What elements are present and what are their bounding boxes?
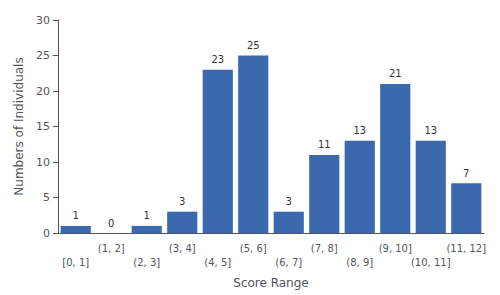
svg-text:(9, 10]: (9, 10] bbox=[379, 243, 412, 254]
svg-text:30: 30 bbox=[36, 14, 50, 27]
svg-text:15: 15 bbox=[36, 120, 50, 133]
svg-text:(3, 4]: (3, 4] bbox=[169, 243, 196, 254]
svg-text:0: 0 bbox=[43, 227, 50, 240]
svg-text:13: 13 bbox=[353, 125, 366, 136]
svg-text:(5, 6]: (5, 6] bbox=[240, 243, 267, 254]
svg-text:(11, 12]: (11, 12] bbox=[446, 243, 486, 254]
svg-text:0: 0 bbox=[108, 218, 114, 229]
svg-text:(10, 11]: (10, 11] bbox=[411, 257, 451, 268]
svg-text:Numbers of Individuals: Numbers of Individuals bbox=[12, 57, 26, 195]
svg-text:3: 3 bbox=[286, 196, 292, 207]
svg-text:[0, 1]: [0, 1] bbox=[62, 257, 89, 268]
svg-text:21: 21 bbox=[389, 68, 402, 79]
svg-text:(6, 7]: (6, 7] bbox=[275, 257, 302, 268]
svg-text:11: 11 bbox=[318, 139, 331, 150]
svg-text:10: 10 bbox=[36, 156, 50, 169]
svg-text:23: 23 bbox=[211, 54, 224, 65]
svg-text:5: 5 bbox=[43, 191, 50, 204]
svg-text:25: 25 bbox=[36, 49, 50, 62]
svg-text:1: 1 bbox=[73, 210, 79, 221]
svg-text:7: 7 bbox=[463, 168, 469, 179]
svg-text:Score Range: Score Range bbox=[233, 276, 308, 290]
svg-text:(1, 2]: (1, 2] bbox=[98, 243, 125, 254]
svg-text:20: 20 bbox=[36, 85, 50, 98]
svg-text:(8, 9]: (8, 9] bbox=[346, 257, 373, 268]
svg-text:25: 25 bbox=[247, 40, 260, 51]
svg-text:(2, 3]: (2, 3] bbox=[133, 257, 160, 268]
svg-text:(4, 5]: (4, 5] bbox=[204, 257, 231, 268]
svg-text:(7, 8]: (7, 8] bbox=[311, 243, 338, 254]
svg-text:13: 13 bbox=[424, 125, 437, 136]
svg-text:1: 1 bbox=[144, 210, 150, 221]
svg-text:3: 3 bbox=[179, 196, 185, 207]
